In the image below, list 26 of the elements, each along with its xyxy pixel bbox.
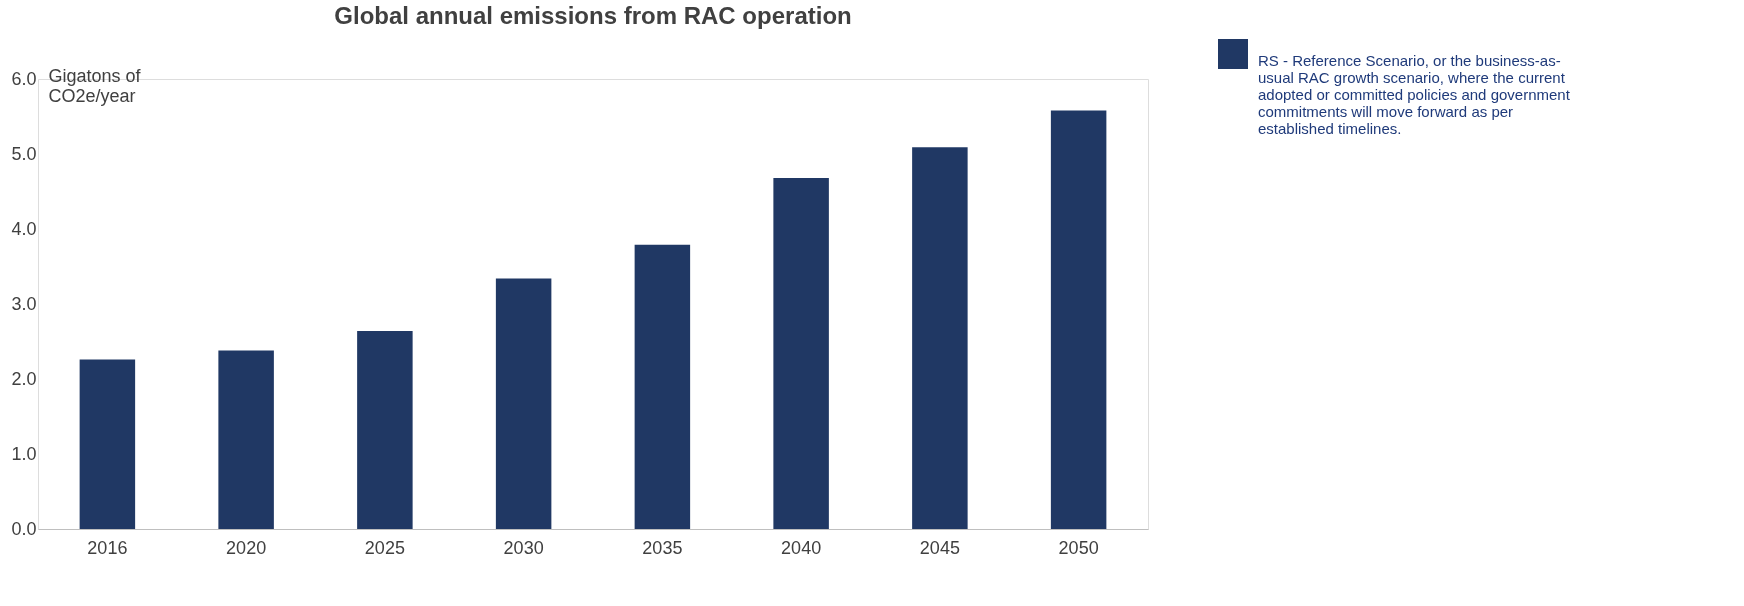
chart-title: Global annual emissions from RAC operation — [334, 2, 852, 29]
bar — [357, 331, 413, 529]
x-tick-label: 2035 — [642, 537, 683, 558]
y-tick-label: 1.0 — [11, 443, 37, 464]
x-tick-label: 2030 — [503, 537, 544, 558]
y-tick-label: 5.0 — [11, 143, 37, 164]
bar — [773, 178, 829, 529]
y-tick-label: 0.0 — [11, 518, 37, 539]
x-tick-label: 2020 — [226, 537, 267, 558]
bar — [218, 350, 274, 529]
y-axis-title: Gigatons of CO2e/year — [48, 65, 142, 106]
x-tick-label: 2040 — [781, 537, 822, 558]
y-tick-label: 3.0 — [11, 293, 37, 314]
bar — [634, 244, 691, 529]
x-tick-label: 2016 — [87, 537, 128, 558]
bar — [79, 359, 136, 529]
bar — [912, 147, 968, 529]
x-tick-label: 2050 — [1058, 537, 1099, 558]
bar — [495, 278, 552, 529]
x-tick-label: 2045 — [919, 537, 960, 558]
bar — [1050, 110, 1107, 529]
y-tick-label: 6.0 — [11, 68, 37, 89]
y-tick-label: 4.0 — [11, 218, 37, 239]
y-tick-label: 2.0 — [11, 368, 37, 389]
legend-label: RS - Reference Scenario, or the business-as-usual RAC growth scenario, where the current adopted or committed policies and government commitments will move forward as per established timelines. — [1258, 52, 1571, 137]
x-tick-label: 2025 — [364, 537, 405, 558]
